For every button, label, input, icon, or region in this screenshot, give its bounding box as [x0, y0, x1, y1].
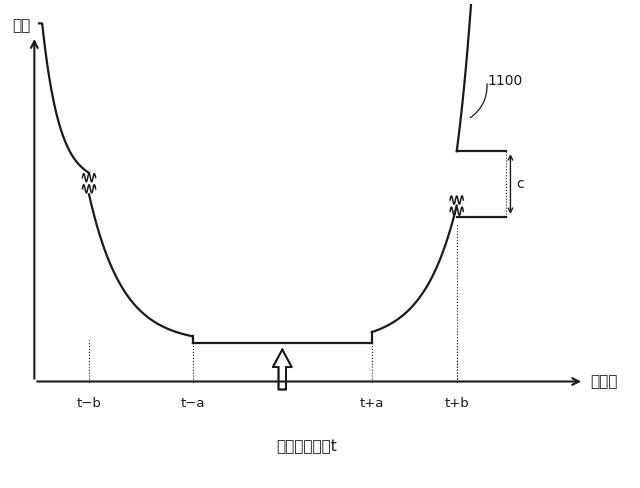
- Text: t−b: t−b: [77, 398, 102, 410]
- Polygon shape: [273, 349, 292, 389]
- Text: c: c: [516, 177, 524, 191]
- Text: 充当日: 充当日: [591, 374, 618, 389]
- Text: t−a: t−a: [180, 398, 205, 410]
- Text: 重み: 重み: [12, 18, 31, 33]
- Text: 1100: 1100: [488, 74, 523, 88]
- Text: t+b: t+b: [444, 398, 469, 410]
- Text: t+a: t+a: [360, 398, 384, 410]
- Text: 出鉰期限日：t: 出鉰期限日：t: [276, 439, 337, 454]
